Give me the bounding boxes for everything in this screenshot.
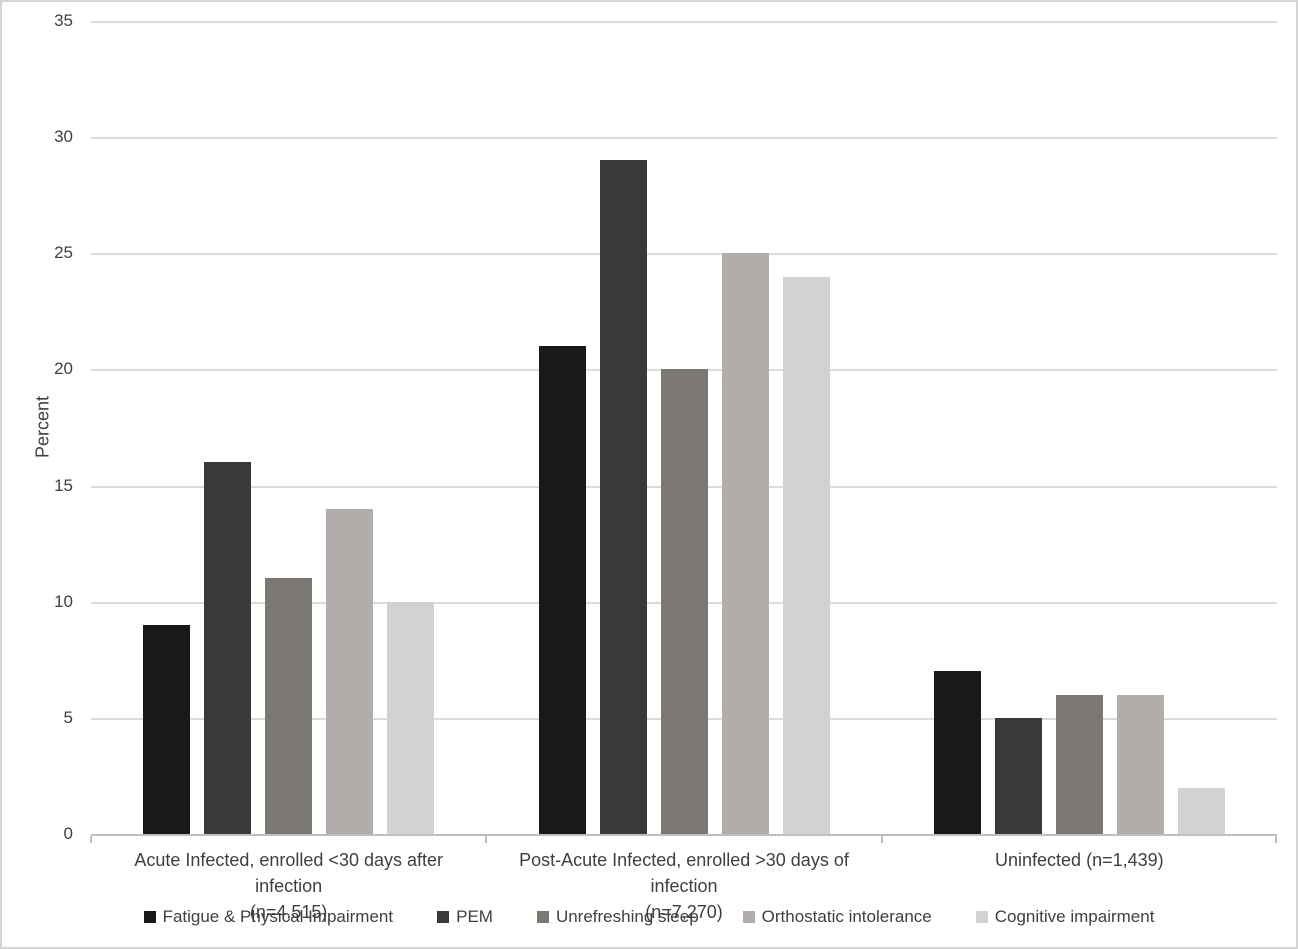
bar-series5-group1 xyxy=(387,602,435,834)
legend-label: Orthostatic intolerance xyxy=(761,907,932,926)
gridline-35 xyxy=(91,21,1277,23)
legend-label: Fatigue & Physical Impairment xyxy=(162,907,394,926)
x-axis-boundary-tick-2 xyxy=(880,836,883,843)
legend-swatch-icon xyxy=(536,911,549,923)
bar-series3-group3 xyxy=(1055,695,1103,834)
plot-area xyxy=(90,21,1277,843)
bar-series4-group1 xyxy=(326,509,374,834)
y-tick-label-5: 5 xyxy=(63,707,73,727)
category-label-1: Acute Infected, enrolled <30 days after … xyxy=(91,847,486,925)
y-tick-label-25: 25 xyxy=(54,243,73,263)
legend-swatch-icon xyxy=(742,911,755,923)
y-tick-label-0: 0 xyxy=(63,824,73,843)
bar-series4-group3 xyxy=(1116,695,1164,834)
gridline-25 xyxy=(91,253,1277,256)
legend-swatch-icon xyxy=(437,911,450,923)
legend-item-1: Fatigue & Physical Impairment xyxy=(143,907,394,927)
bar-series2-group1 xyxy=(204,462,252,834)
bar-series3-group2 xyxy=(660,369,708,834)
category-label-line: Uninfected (n=1,439) xyxy=(995,850,1164,870)
bar-series1-group2 xyxy=(538,346,586,834)
bar-series1-group3 xyxy=(933,671,981,834)
legend-item-2: PEM xyxy=(437,907,493,927)
x-axis-boundary-tick-3 xyxy=(1275,836,1277,843)
bar-series5-group3 xyxy=(1177,788,1225,834)
category-label-line: Post-Acute Infected, enrolled >30 days o… xyxy=(519,850,849,896)
y-axis-tick-labels: 0 5 10 15 20 25 30 35 xyxy=(2,11,73,843)
bar-series3-group1 xyxy=(265,578,313,834)
legend-label: Cognitive impairment xyxy=(994,907,1155,926)
y-tick-label-35: 35 xyxy=(54,11,73,30)
bar-series4-group2 xyxy=(721,253,769,834)
category-label-line: Acute Infected, enrolled <30 days after … xyxy=(134,850,444,896)
legend-swatch-icon xyxy=(143,911,156,923)
y-tick-label-15: 15 xyxy=(54,475,73,495)
x-axis-boundary-tick-0 xyxy=(90,836,92,843)
bar-series5-group2 xyxy=(782,277,830,834)
y-tick-label-20: 20 xyxy=(54,359,73,379)
legend-label: PEM xyxy=(456,907,493,926)
category-label-3: Uninfected (n=1,439) xyxy=(882,847,1277,925)
legend-item-3: Unrefreshing sleep xyxy=(536,907,699,927)
legend-item-4: Orthostatic intolerance xyxy=(742,907,932,927)
category-label-line: (n=4,515) xyxy=(249,902,328,922)
bar-series1-group1 xyxy=(143,625,191,834)
legend: Fatigue & Physical Impairment PEM Unrefres… xyxy=(2,907,1296,927)
y-tick-label-30: 30 xyxy=(54,127,73,147)
bar-series2-group3 xyxy=(994,718,1042,834)
legend-label: Unrefreshing sleep xyxy=(555,907,699,926)
category-label-line: (n=7,270) xyxy=(645,902,723,922)
bar-series2-group2 xyxy=(599,160,647,834)
y-tick-label-10: 10 xyxy=(54,591,73,611)
x-axis-category-labels: Acute Infected, enrolled <30 days after … xyxy=(91,847,1277,925)
category-label-2: Post-Acute Infected, enrolled >30 days o… xyxy=(486,847,881,925)
gridline-30 xyxy=(91,137,1277,140)
legend-item-5: Cognitive impairment xyxy=(975,907,1155,927)
legend-swatch-icon xyxy=(975,911,988,923)
x-axis-boundary-tick-1 xyxy=(485,836,488,843)
